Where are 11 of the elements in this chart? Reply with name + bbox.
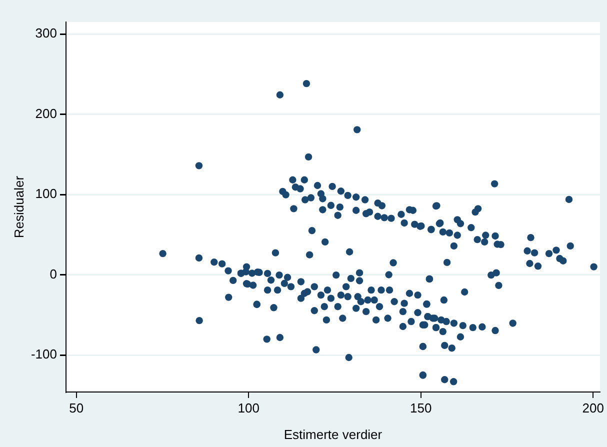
y-tick-label: 200 <box>35 106 57 121</box>
y-axis-title: Residualer <box>11 175 26 238</box>
y-tick-label: -100 <box>30 346 57 362</box>
x-tick-label: 50 <box>69 400 84 416</box>
x-tick-label: 200 <box>582 400 604 416</box>
x-tick-label: 150 <box>410 400 432 416</box>
y-tick-label: 0 <box>50 266 57 282</box>
x-tick-label: 100 <box>238 400 260 416</box>
y-tick-label: 300 <box>35 26 57 41</box>
y-tick-label: 100 <box>35 186 57 202</box>
x-axis-title: Estimerte verdier <box>284 426 383 442</box>
